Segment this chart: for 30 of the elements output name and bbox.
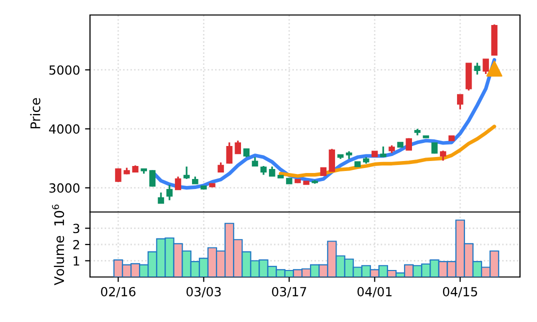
candlestick	[328, 148, 336, 172]
y-tick-label: 4000	[49, 124, 80, 134]
line-series	[278, 124, 496, 178]
candlestick	[234, 140, 242, 154]
candlestick	[268, 166, 276, 177]
y-tick-label: 3	[73, 224, 80, 234]
x-tick-label: 04/01	[357, 286, 392, 298]
x-tick-label: 04/15	[442, 286, 478, 298]
candlestick	[149, 170, 156, 188]
candlestick	[457, 94, 464, 110]
y-tick-label: 2	[73, 240, 80, 250]
x-tick-label: 02/16	[101, 286, 136, 298]
y-axis-title: Volume 10$^{6}$	[52, 204, 64, 286]
candlestick	[380, 146, 386, 158]
candlestick	[158, 192, 164, 204]
candlestick	[174, 176, 182, 190]
y-tick-label: 1	[74, 256, 80, 266]
candlestick	[440, 150, 446, 162]
candlestick	[115, 168, 122, 183]
y-tick-label: 5000	[49, 65, 80, 75]
y-axis-title: Price	[30, 98, 40, 128]
candlestick	[226, 142, 232, 164]
y-tick-label: 3000	[49, 183, 80, 193]
x-tick-label: 03/03	[186, 286, 221, 298]
candlestick	[474, 62, 480, 76]
candlestick	[166, 184, 173, 202]
x-tick-label: 03/17	[272, 286, 306, 298]
candlestick	[482, 58, 489, 75]
candlestick	[183, 166, 190, 180]
candlestick	[218, 162, 224, 173]
